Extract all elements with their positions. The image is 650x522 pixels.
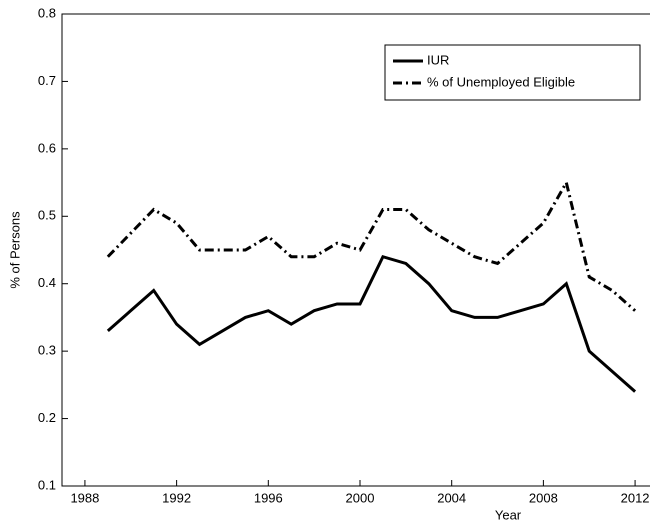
x-tick-label: 2012 xyxy=(621,490,650,505)
y-tick-label: 0.5 xyxy=(38,208,56,223)
x-tick-label: 1988 xyxy=(70,490,99,505)
x-tick-label: 2008 xyxy=(529,490,558,505)
y-tick-label: 0.7 xyxy=(38,73,56,88)
legend-label: % of Unemployed Eligible xyxy=(427,74,575,89)
series-line xyxy=(106,254,637,393)
y-tick-label: 0.2 xyxy=(38,410,56,425)
legend-box xyxy=(384,44,641,101)
x-tick-label: 1992 xyxy=(162,490,191,505)
x-tick-label: 2004 xyxy=(437,490,466,505)
x-tick-label: 2000 xyxy=(346,490,375,505)
y-tick-label: 0.8 xyxy=(38,5,56,20)
legend-label: IUR xyxy=(427,52,449,67)
y-tick-label: 0.3 xyxy=(38,343,56,358)
y-tick-label: 0.4 xyxy=(38,275,56,290)
series-line xyxy=(106,178,637,312)
y-tick-label: 0.1 xyxy=(38,477,56,492)
y-axis-label: % of Persons xyxy=(7,211,22,289)
x-tick-label: 1996 xyxy=(254,490,283,505)
x-axis-label: Year xyxy=(495,507,522,522)
y-tick-label: 0.6 xyxy=(38,140,56,155)
